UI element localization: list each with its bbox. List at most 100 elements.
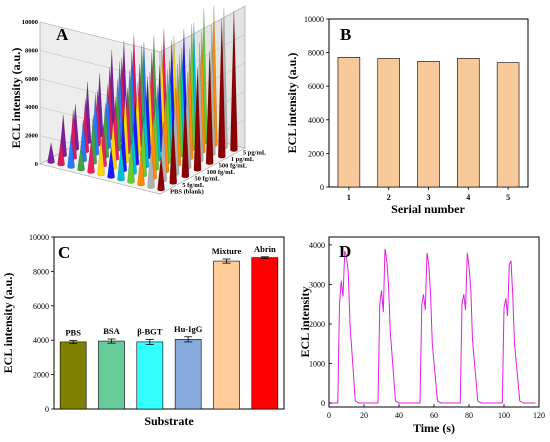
panel-d-x-ticks: 0 20 40 60 80 100 120 xyxy=(327,404,545,420)
panel-b: 0 2000 4000 6000 8000 10000 1 2 3 4 5 Serial numb… xyxy=(285,15,529,216)
panel-d-x-tick-label: 20 xyxy=(360,411,368,420)
panel-a-gridline xyxy=(39,147,246,195)
panel-a-series-label: 500 fg/mL xyxy=(219,162,248,169)
panel-a-y-tick-label: 10000 xyxy=(22,19,38,26)
panel-a-y-ticks: 0 2000 4000 6000 8000 10000 xyxy=(22,19,38,168)
panel-b-letter: B xyxy=(340,25,351,44)
panel-a: 0 2000 4000 6000 8000 10000 PBS (blank)5 fg/m… xyxy=(9,5,267,196)
panel-c-letter: C xyxy=(58,243,70,262)
panel-c-frame xyxy=(53,236,285,410)
panel-d-y-ticks: 0 1000 2000 3000 4000 xyxy=(309,241,332,408)
panel-b-xlabel: Serial number xyxy=(391,202,465,216)
panel-a-cone xyxy=(193,67,202,172)
panel-c-category-label: β-BGT xyxy=(137,326,163,336)
panel-a-cone xyxy=(205,50,214,165)
panel-b-bars xyxy=(337,57,520,188)
panel-a-y-tick-label: 8000 xyxy=(25,47,38,54)
panel-d-y-tick-label: 1000 xyxy=(309,360,325,369)
panel-c-y-tick-label: 6000 xyxy=(33,302,49,311)
panel-a-series-label: 5 pg/mL xyxy=(243,149,267,156)
panel-a-y-tick-label: 0 xyxy=(35,161,38,168)
panel-b-bar xyxy=(457,58,480,188)
panel-a-y-tick-label: 4000 xyxy=(25,104,38,111)
panel-b-bar xyxy=(377,58,400,188)
panel-b-x-tick-label: 5 xyxy=(506,193,510,202)
panel-c-y-ticks: 0 2000 4000 6000 8000 10000 xyxy=(29,233,54,414)
panel-a-series-label: 1 pg/mL xyxy=(231,156,255,163)
panel-a-cone xyxy=(77,145,85,172)
panel-b-bar xyxy=(496,62,520,188)
panel-a-cone xyxy=(47,142,55,164)
panel-c-y-tick-label: 4000 xyxy=(33,336,49,345)
panel-d-xlabel: Time (s) xyxy=(413,421,455,435)
panel-d-x-tick-label: 120 xyxy=(533,411,545,420)
panel-a-cone xyxy=(157,156,165,192)
panel-d-x-tick-label: 100 xyxy=(498,411,510,420)
panel-c-bars: PBS BSA β-BGT Hu-IgG Mixture Abrin xyxy=(59,244,279,410)
panel-d-y-tick-label: 0 xyxy=(321,399,325,408)
panel-c-bar xyxy=(98,340,125,410)
panel-d-y-tick-label: 3000 xyxy=(309,280,325,289)
panel-b-x-tick-label: 1 xyxy=(347,193,351,202)
panel-c-y-tick-label: 8000 xyxy=(33,267,49,276)
panel-c-bar xyxy=(174,339,202,410)
panel-a-cone xyxy=(147,146,155,189)
panel-c-category-label: BSA xyxy=(103,326,120,336)
panel-b-bar xyxy=(417,61,440,188)
panel-d-ylabel: ECL intensity xyxy=(298,286,312,357)
panel-b-x-tick-label: 4 xyxy=(466,193,470,202)
panel-a-y-tick-label: 6000 xyxy=(25,76,38,83)
panel-b-y-tick-label: 0 xyxy=(320,183,324,192)
panel-c-bar xyxy=(213,260,240,410)
panel-a-cone xyxy=(97,137,105,177)
panel-a-cone xyxy=(117,143,125,182)
panel-c-category-label: Mixture xyxy=(212,246,242,256)
panel-d-x-tick-label: 40 xyxy=(395,411,403,420)
panel-a-series-label: 100 fg/mL xyxy=(207,169,236,176)
panel-d-y-tick-label: 2000 xyxy=(309,320,325,329)
panel-a-gridline xyxy=(39,5,246,53)
panel-d: 0 1000 2000 3000 4000 0 20 40 60 80 100 120 Time (… xyxy=(298,236,545,435)
panel-b-y-tick-label: 4000 xyxy=(308,116,324,125)
panel-c-category-label: PBS xyxy=(65,328,81,338)
panel-b-y-tick-label: 8000 xyxy=(308,49,324,58)
panel-d-y-tick-label: 4000 xyxy=(309,241,325,250)
panel-c-bar xyxy=(136,341,164,410)
panel-c-category-label: Abrin xyxy=(254,244,276,254)
panel-d-x-tick-label: 0 xyxy=(327,411,331,420)
panel-d-letter: D xyxy=(339,242,351,261)
panel-a-series-label: PBS (blank) xyxy=(170,189,204,196)
panel-a-cone xyxy=(127,139,135,184)
panel-b-x-tick-label: 3 xyxy=(427,193,431,202)
panel-a-cone xyxy=(169,117,177,185)
panel-b-x-tick-label: 2 xyxy=(387,193,391,202)
panel-c-xlabel: Substrate xyxy=(144,414,194,428)
panel-b-bar xyxy=(337,57,361,188)
panel-a-cone xyxy=(218,18,226,159)
panel-d-x-tick-label: 60 xyxy=(430,411,438,420)
panel-a-y-tick-label: 2000 xyxy=(25,133,38,140)
panel-d-series-line xyxy=(329,248,536,404)
panel-c-ylabel: ECL intensity (a.u.) xyxy=(1,273,15,374)
panel-a-cones xyxy=(47,5,238,192)
panel-a-letter: A xyxy=(56,25,69,44)
panel-b-y-ticks: 0 2000 4000 6000 8000 10000 xyxy=(304,15,329,192)
panel-a-ylabel: ECL intensity (a.u.) xyxy=(9,48,23,149)
panel-b-x-ticks: 1 2 3 4 5 xyxy=(347,187,510,202)
panel-c-category-label: Hu-IgG xyxy=(174,324,203,334)
panel-c-y-tick-label: 0 xyxy=(45,405,49,414)
panel-c: PBS BSA β-BGT Hu-IgG Mixture Abrin 0 2000 4000 6… xyxy=(1,233,285,428)
panel-a-cone xyxy=(87,141,95,174)
panel-a-cone xyxy=(230,10,238,152)
panel-b-y-tick-label: 6000 xyxy=(308,82,324,91)
panel-a-cone xyxy=(67,134,75,169)
panel-b-y-tick-label: 2000 xyxy=(308,149,324,158)
panel-c-bar xyxy=(59,341,87,410)
panel-c-bar xyxy=(251,257,279,410)
panel-c-y-tick-label: 2000 xyxy=(33,371,49,380)
panel-a-cone xyxy=(137,150,145,187)
panel-a-series-label: 50 fg/mL xyxy=(194,176,220,183)
panel-c-y-tick-label: 10000 xyxy=(29,233,49,242)
